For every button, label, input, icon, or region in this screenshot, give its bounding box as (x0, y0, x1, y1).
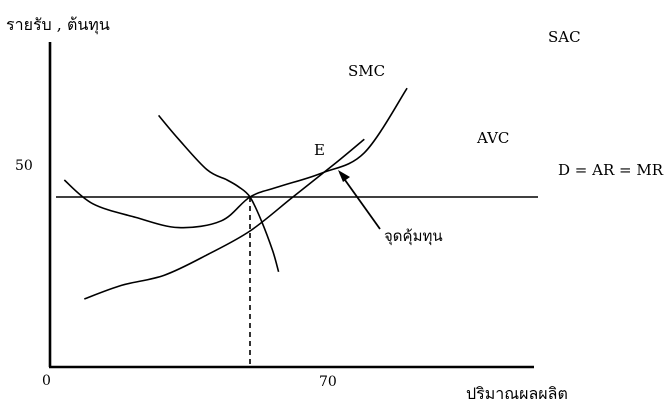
x-axis-label: ปริมาณผลผลิต (466, 384, 568, 403)
y-axis-label: รายรับ , ต้นทุน (6, 15, 110, 35)
demand-line-label: D = AR = MR (558, 161, 664, 179)
point-e-label: E (314, 141, 325, 159)
sac-label: SAC (548, 28, 581, 46)
smc-label: SMC (348, 62, 385, 80)
origin-label: 0 (42, 373, 51, 389)
avc-label: AVC (476, 129, 509, 147)
x-tick-70: 70 (319, 374, 337, 390)
annotation-arrow-line (339, 172, 381, 230)
y-tick-50: 50 (15, 158, 33, 174)
avc-curve (84, 138, 365, 300)
break-even-annotation: จุดคุ้มทุน (384, 227, 443, 246)
annotation-arrow-head (338, 170, 350, 182)
sac-curve (63, 87, 408, 229)
smc-curve (157, 114, 280, 273)
